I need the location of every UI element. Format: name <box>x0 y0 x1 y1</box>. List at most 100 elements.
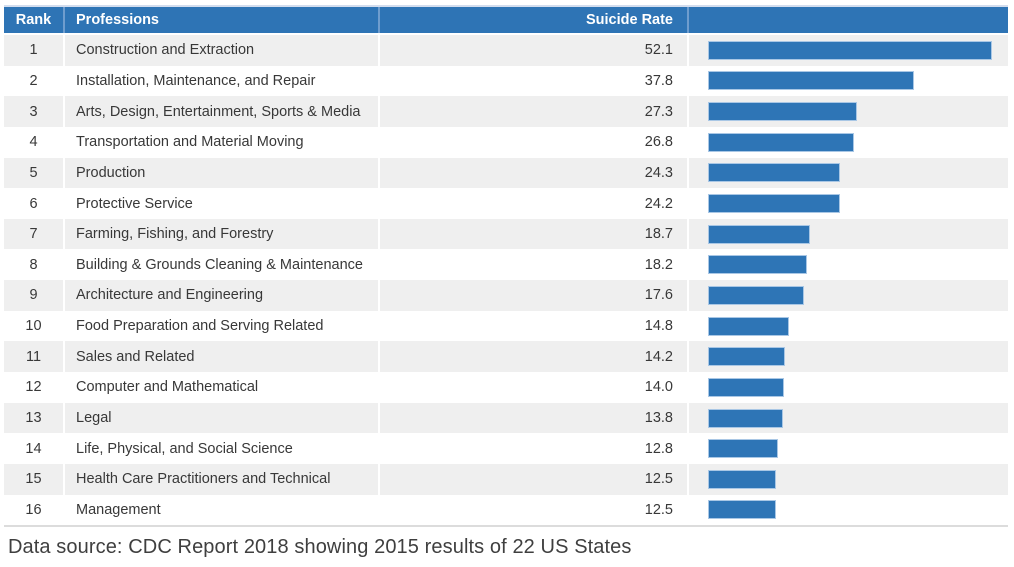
data-source-note: Data source: CDC Report 2018 showing 201… <box>8 536 632 558</box>
profession-cell: Legal <box>65 402 378 434</box>
rate-cell: 13.8 <box>380 402 687 434</box>
profession-cell: Transportation and Material Moving <box>65 126 378 158</box>
profession-cell: Sales and Related <box>65 341 378 373</box>
rate-cell: 14.0 <box>380 372 687 403</box>
rate-bar <box>708 316 789 336</box>
rate-cell: 14.2 <box>380 341 687 373</box>
table-row: 11 Sales and Related 14.2 <box>4 341 1008 373</box>
bar-cell <box>689 218 1008 250</box>
rate-cell: 12.5 <box>380 494 687 526</box>
rate-cell: 12.8 <box>380 433 687 464</box>
header-suicide-rate: Suicide Rate <box>380 7 687 33</box>
table-row: 5 Production 24.3 <box>4 157 1008 189</box>
rate-bar <box>708 408 783 428</box>
bar-cell <box>689 188 1008 219</box>
rank-cell: 15 <box>4 463 63 495</box>
header-rank: Rank <box>4 7 63 33</box>
ranked-bar-table: Rank Professions Suicide Rate 1 Construc… <box>4 5 1008 528</box>
table-row: 10 Food Preparation and Serving Related … <box>4 310 1008 342</box>
rank-cell: 4 <box>4 126 63 158</box>
table-row: 2 Installation, Maintenance, and Repair … <box>4 65 1008 97</box>
bar-cell <box>689 35 1008 66</box>
rank-cell: 7 <box>4 218 63 250</box>
rate-cell: 12.5 <box>380 463 687 495</box>
rate-bar <box>708 40 992 60</box>
rank-cell: 8 <box>4 249 63 281</box>
profession-cell: Production <box>65 157 378 189</box>
bar-cell <box>689 433 1008 464</box>
table-row: 14 Life, Physical, and Social Science 12… <box>4 433 1008 464</box>
rate-bar <box>708 347 785 367</box>
table-row: 4 Transportation and Material Moving 26.… <box>4 126 1008 158</box>
rate-bar <box>708 102 857 122</box>
table-body: 1 Construction and Extraction 52.1 2 Ins… <box>4 35 1008 526</box>
bar-cell <box>689 157 1008 189</box>
header-professions: Professions <box>65 7 378 33</box>
rank-cell: 13 <box>4 402 63 434</box>
rank-cell: 9 <box>4 280 63 311</box>
profession-cell: Protective Service <box>65 188 378 219</box>
bar-cell <box>689 402 1008 434</box>
rate-bar <box>708 132 854 152</box>
table-row: 13 Legal 13.8 <box>4 402 1008 434</box>
rate-cell: 52.1 <box>380 35 687 66</box>
profession-cell: Management <box>65 494 378 526</box>
bar-cell <box>689 249 1008 281</box>
rank-cell: 1 <box>4 35 63 66</box>
rate-bar <box>708 439 778 459</box>
profession-cell: Farming, Fishing, and Forestry <box>65 218 378 250</box>
rank-cell: 3 <box>4 96 63 127</box>
rate-cell: 17.6 <box>380 280 687 311</box>
bar-cell <box>689 341 1008 373</box>
bar-cell <box>689 126 1008 158</box>
profession-cell: Life, Physical, and Social Science <box>65 433 378 464</box>
bar-cell <box>689 65 1008 97</box>
rank-cell: 2 <box>4 65 63 97</box>
table-row: 9 Architecture and Engineering 17.6 <box>4 280 1008 311</box>
profession-cell: Health Care Practitioners and Technical <box>65 463 378 495</box>
rate-bar <box>708 71 914 91</box>
rate-bar <box>708 469 776 489</box>
profession-cell: Computer and Mathematical <box>65 372 378 403</box>
profession-cell: Architecture and Engineering <box>65 280 378 311</box>
rank-cell: 16 <box>4 494 63 526</box>
rank-cell: 14 <box>4 433 63 464</box>
rate-cell: 27.3 <box>380 96 687 127</box>
profession-cell: Building & Grounds Cleaning & Maintenanc… <box>65 249 378 281</box>
rate-bar <box>708 163 840 183</box>
rank-cell: 10 <box>4 310 63 342</box>
bar-cell <box>689 494 1008 526</box>
profession-cell: Installation, Maintenance, and Repair <box>65 65 378 97</box>
rate-cell: 24.3 <box>380 157 687 189</box>
rank-cell: 12 <box>4 372 63 403</box>
header-bar-column <box>689 7 1008 33</box>
bar-cell <box>689 372 1008 403</box>
table-row: 3 Arts, Design, Entertainment, Sports & … <box>4 96 1008 127</box>
rank-cell: 5 <box>4 157 63 189</box>
profession-cell: Food Preparation and Serving Related <box>65 310 378 342</box>
table-row: 1 Construction and Extraction 52.1 <box>4 35 1008 66</box>
rate-bar <box>708 500 776 520</box>
rank-cell: 6 <box>4 188 63 219</box>
rate-bar <box>708 224 810 244</box>
rate-cell: 18.2 <box>380 249 687 281</box>
rate-cell: 14.8 <box>380 310 687 342</box>
rate-cell: 18.7 <box>380 218 687 250</box>
profession-cell: Arts, Design, Entertainment, Sports & Me… <box>65 96 378 127</box>
rank-cell: 11 <box>4 341 63 373</box>
bar-cell <box>689 310 1008 342</box>
rate-cell: 24.2 <box>380 188 687 219</box>
profession-cell: Construction and Extraction <box>65 35 378 66</box>
rate-bar <box>708 377 784 397</box>
rate-bar <box>708 194 840 214</box>
table-row: 16 Management 12.5 <box>4 494 1008 526</box>
rate-bar <box>708 285 804 305</box>
table-row: 12 Computer and Mathematical 14.0 <box>4 372 1008 403</box>
rate-cell: 37.8 <box>380 65 687 97</box>
bar-cell <box>689 96 1008 127</box>
rate-cell: 26.8 <box>380 126 687 158</box>
table-row: 6 Protective Service 24.2 <box>4 188 1008 219</box>
table-row: 8 Building & Grounds Cleaning & Maintena… <box>4 249 1008 281</box>
bar-cell <box>689 463 1008 495</box>
table-row: 7 Farming, Fishing, and Forestry 18.7 <box>4 218 1008 250</box>
